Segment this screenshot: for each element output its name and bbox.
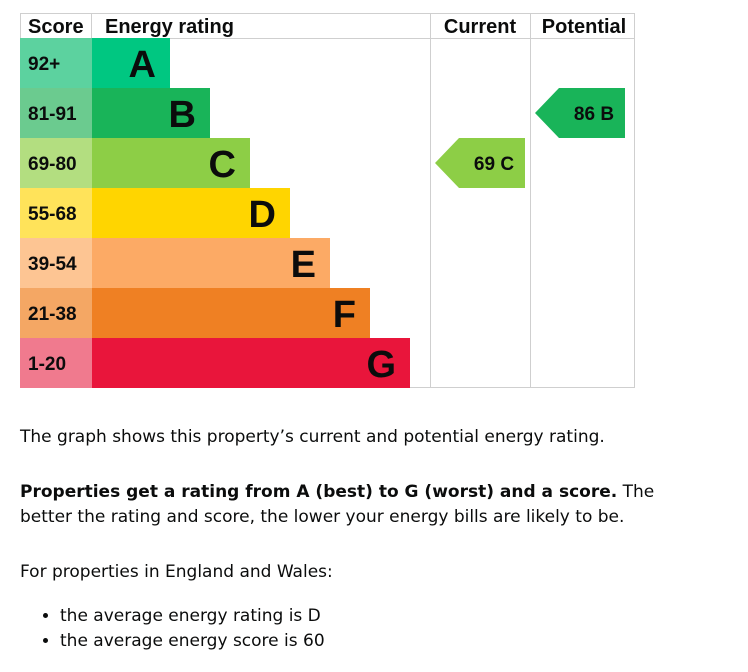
rating-explanation-lead: Properties get a rating from A (best) to… (20, 482, 618, 502)
band-bar-g (92, 338, 410, 388)
band-letter-b: B (169, 94, 196, 136)
band-letter-f: F (333, 294, 356, 336)
score-cell-c (20, 138, 92, 188)
rating-explanation: Properties get a rating from A (best) to… (20, 480, 660, 530)
rating-bands: 92+ A 81-91 B 69-80 C 55-68 D 39-54 E 21-38 F 1-20 G (20, 38, 410, 388)
average-list: the average energy rating is D the avera… (20, 604, 325, 654)
band-bar-a (92, 38, 170, 88)
score-cell-d (20, 188, 92, 238)
potential-rating-arrow (535, 88, 625, 138)
score-cell-e (20, 238, 92, 288)
band-bar-f (92, 288, 370, 338)
band-bar-d (92, 188, 290, 238)
rating-explanation-rest: The better the rating and score, the low… (20, 482, 655, 527)
score-cell-f (20, 288, 92, 338)
energy-rating-chart: Score Energy rating Current Potential 92… (20, 13, 635, 388)
score-cell-b (20, 88, 92, 138)
band-letter-e: E (291, 244, 316, 286)
band-bar-c (92, 138, 250, 188)
score-range-f: 21-38 (28, 304, 77, 325)
band-bar-e (92, 238, 330, 288)
score-range-c: 69-80 (28, 154, 77, 175)
rating-arrows: 69 C 86 B (435, 88, 625, 188)
band-bar-b (92, 88, 210, 138)
potential-rating-arrow-label: 86 B (574, 104, 614, 125)
intro-text: The graph shows this property’s current … (20, 427, 605, 447)
score-cell-g (20, 338, 92, 388)
potential-header: Potential (542, 16, 626, 38)
current-rating-arrow-label: 69 C (474, 154, 514, 175)
score-range-g: 1-20 (28, 354, 66, 375)
band-letter-c: C (209, 144, 236, 186)
band-letter-d: D (249, 194, 276, 236)
average-rating-item: the average energy rating is D (60, 604, 325, 629)
score-header: Score (28, 16, 84, 38)
current-rating-arrow (435, 138, 525, 188)
current-header: Current (444, 16, 517, 38)
band-letter-a: A (129, 44, 156, 86)
score-cell-a (20, 38, 92, 88)
score-range-a: 92+ (28, 54, 60, 75)
average-score-item: the average energy score is 60 (60, 629, 325, 654)
score-range-e: 39-54 (28, 254, 77, 275)
region-text: For properties in England and Wales: (20, 562, 333, 582)
score-range-d: 55-68 (28, 204, 77, 225)
score-range-b: 81-91 (28, 104, 77, 125)
band-letter-g: G (366, 344, 396, 386)
energy-rating-header: Energy rating (105, 16, 234, 38)
